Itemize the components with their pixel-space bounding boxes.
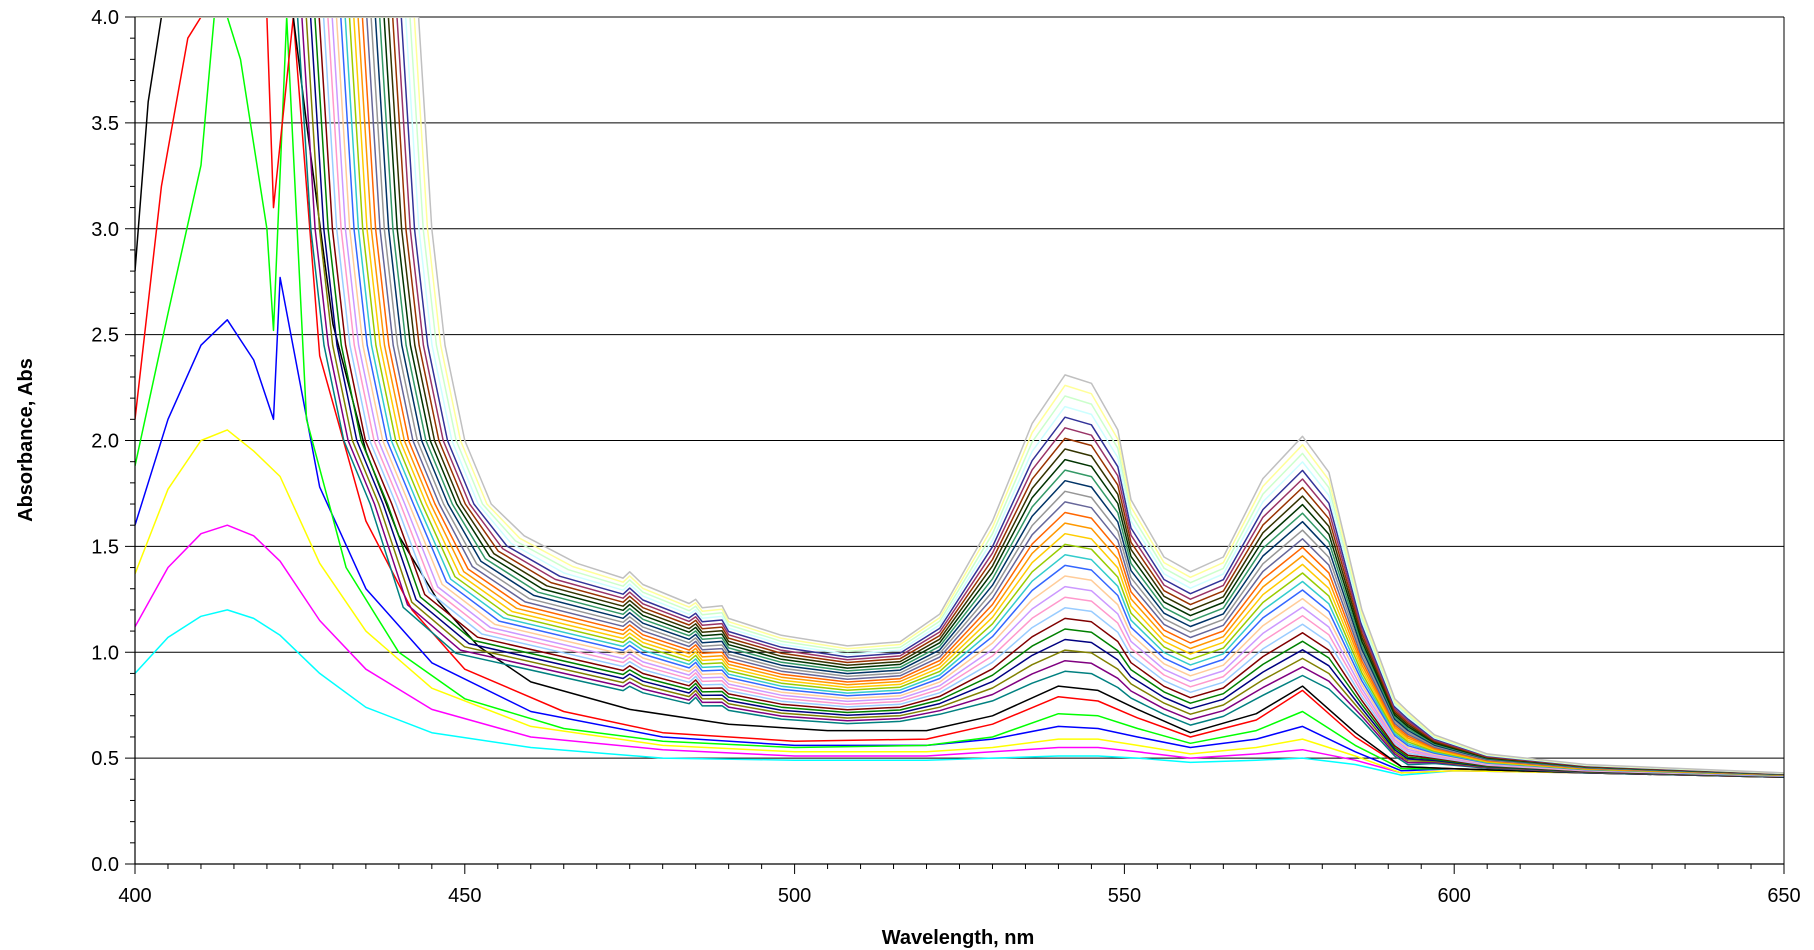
y-axis-title: Absorbance, Abs [15,358,37,522]
y-tick-label: 2.5 [91,325,119,347]
spectrum-line-8 [135,17,1784,778]
plot-area [135,17,1784,778]
x-tick-label: 400 [118,885,151,907]
y-tick-label: 4.0 [91,7,119,29]
x-tick-labels: 400 450 500 550 600 650 [118,885,1800,907]
spectrum-line-7 [135,17,1784,778]
spectrum-line-20 [135,17,1784,777]
y-tick-label: 0.5 [91,748,119,770]
x-tick-label: 600 [1438,885,1471,907]
spectrum-line-5 [135,17,1784,778]
spectrum-line-17 [135,17,1784,777]
y-tick-label: 1.0 [91,642,119,664]
spectrum-line-3 [135,429,1784,778]
spectrum-line-9 [135,17,1784,778]
y-tick-label: 1.5 [91,536,119,558]
spectrum-line-34 [135,17,1784,774]
x-tick-label: 550 [1108,885,1141,907]
y-tick-labels: 0.0 0.5 1.0 1.5 2.0 2.5 3.0 3.5 4.0 [91,7,119,876]
spectrum-line-6 [135,17,1784,778]
x-tick-label: 450 [448,885,481,907]
spectrum-line-18 [135,17,1784,777]
spectrum-line-1 [135,609,1784,778]
x-tick-label: 650 [1767,885,1800,907]
spectrum-line-19 [135,17,1784,777]
spectrum-line-24 [135,17,1784,776]
x-axis-title: Wavelength, nm [882,927,1035,949]
spectrum-line-12 [135,17,1784,778]
spectrum-line-10 [135,17,1784,778]
series-lines [135,17,1784,778]
spectrum-line-33 [135,17,1784,775]
spectrum-line-4 [135,276,1784,778]
spectrum-line-27 [135,17,1784,776]
spectrum-line-13 [135,17,1784,778]
spectrum-line-21 [135,17,1784,776]
y-tick-label: 0.0 [91,854,119,876]
spectrum-line-22 [135,17,1784,776]
spectrum-line-14 [135,17,1784,777]
spectrum-line-11 [135,17,1784,778]
spectrum-line-31 [135,17,1784,775]
spectrum-line-26 [135,17,1784,776]
y-tick-label: 2.0 [91,431,119,453]
x-tick-label: 500 [778,885,811,907]
spectrum-line-25 [135,17,1784,776]
spectrum-line-32 [135,17,1784,775]
spectrum-line-15 [135,17,1784,777]
spectrum-line-29 [135,17,1784,775]
y-tick-label: 3.0 [91,219,119,241]
spectrum-line-36 [135,17,1784,774]
spectrum-line-2 [135,524,1784,778]
spectrum-line-16 [135,17,1784,777]
y-tick-label: 3.5 [91,113,119,135]
axes [125,16,1785,874]
spectrum-line-30 [135,17,1784,775]
spectrum-line-35 [135,17,1784,774]
spectrum-line-28 [135,17,1784,775]
spectrum-line-23 [135,17,1784,776]
